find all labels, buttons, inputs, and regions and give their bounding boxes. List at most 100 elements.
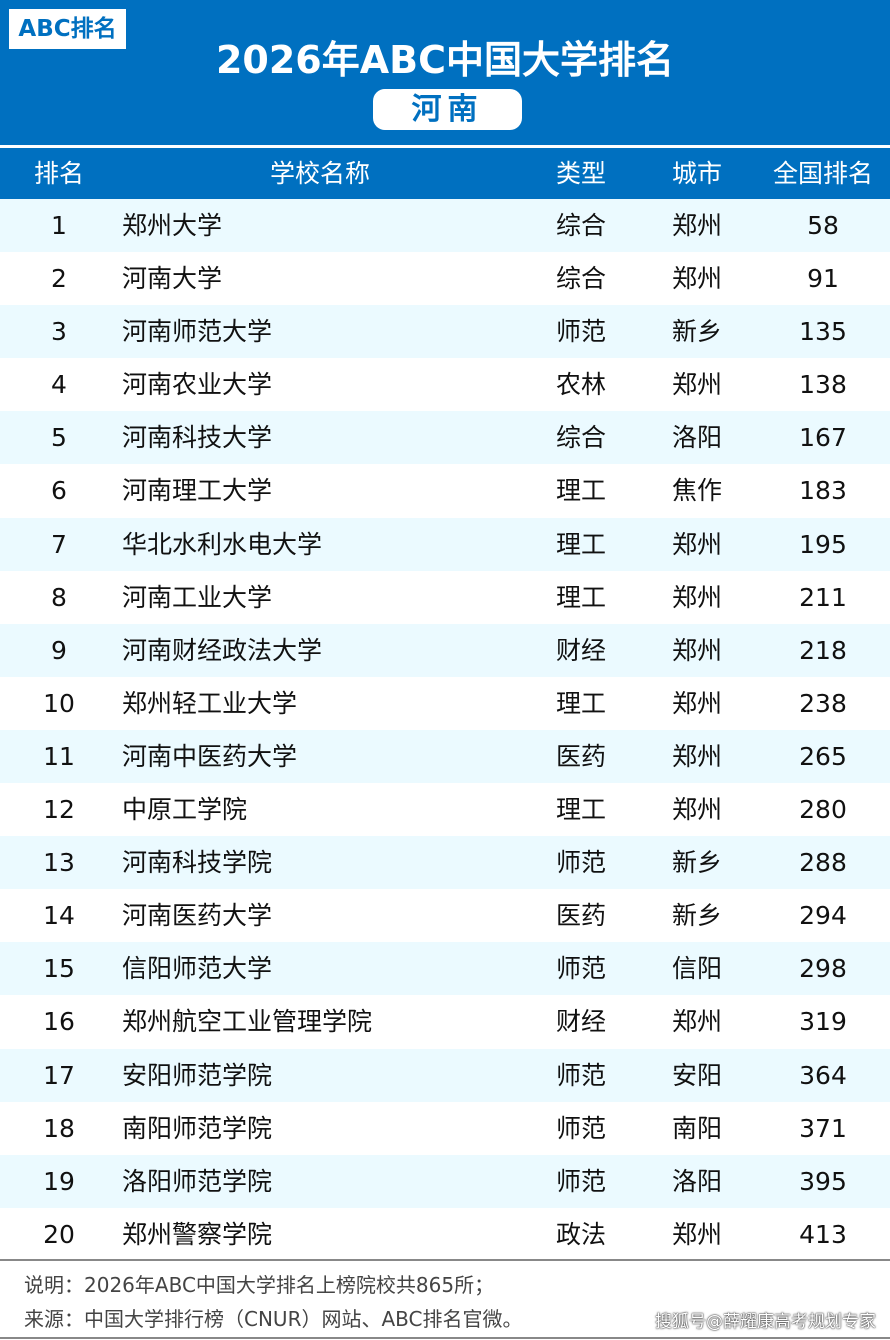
table-row: 8 河南工业大学 理工 郑州 211: [0, 571, 890, 624]
cell-rank: 20: [43, 1219, 75, 1249]
cell-school-name: 洛阳师范学院: [122, 1166, 273, 1196]
cell-type: 财经: [555, 1007, 606, 1037]
cell-type: 师范: [555, 1113, 606, 1143]
cell-city: 信阳: [671, 954, 722, 984]
watermark: 搜狐号@薛耀康高考规划专家: [655, 1312, 876, 1332]
cell-national-rank: 280: [799, 795, 847, 825]
cell-type: 师范: [555, 317, 606, 347]
cell-type: 财经: [555, 635, 606, 665]
table-row: 19 洛阳师范学院 师范 洛阳 395: [0, 1154, 890, 1208]
cell-national-rank: 294: [799, 901, 847, 931]
cell-school-name: 郑州航空工业管理学院: [122, 1007, 373, 1037]
cell-rank: 2: [51, 264, 67, 294]
cell-school-name: 河南中医药大学: [122, 741, 298, 771]
cell-rank: 11: [43, 741, 75, 771]
table-row: 5 河南科技大学 综合 洛阳 167: [0, 411, 890, 465]
cell-national-rank: 135: [799, 317, 847, 347]
cell-type: 医药: [555, 741, 606, 771]
column-header-rank: 排名: [33, 159, 84, 188]
cell-rank: 9: [51, 635, 67, 665]
table-row: 1 郑州大学 综合 郑州 58: [0, 199, 890, 253]
cell-rank: 6: [51, 476, 67, 506]
page-title: 2026年ABC中国大学排名: [215, 38, 675, 82]
cell-national-rank: 167: [799, 423, 847, 453]
cell-school-name: 安阳师范学院: [122, 1060, 273, 1090]
cell-type: 理工: [555, 582, 606, 612]
cell-national-rank: 319: [799, 1007, 847, 1037]
cell-city: 郑州: [671, 529, 722, 559]
cell-type: 理工: [555, 688, 606, 718]
cell-school-name: 中原工学院: [122, 795, 248, 825]
cell-school-name: 华北水利水电大学: [122, 529, 323, 559]
table-row: 4 河南农业大学 农林 郑州 138: [0, 358, 890, 411]
cell-national-rank: 138: [799, 370, 847, 400]
footer-source: 来源：中国大学排行榜（CNUR）网站、ABC排名官微。: [24, 1307, 523, 1331]
cell-school-name: 河南师范大学: [122, 317, 273, 347]
footer-note: 说明：2026年ABC中国大学排名上榜院校共865所；: [24, 1273, 495, 1297]
cell-type: 综合: [555, 264, 606, 294]
cell-school-name: 河南工业大学: [122, 582, 273, 612]
cell-type: 师范: [555, 1060, 606, 1090]
cell-city: 郑州: [671, 795, 722, 825]
cell-rank: 7: [51, 529, 67, 559]
cell-school-name: 郑州警察学院: [122, 1219, 273, 1249]
cell-city: 南阳: [671, 1113, 722, 1143]
cell-rank: 16: [43, 1007, 75, 1037]
cell-city: 洛阳: [671, 1166, 722, 1196]
cell-city: 新乡: [671, 848, 722, 878]
table-row: 17 安阳师范学院 师范 安阳 364: [0, 1048, 890, 1102]
table-row: 12 中原工学院 理工 郑州 280: [0, 783, 890, 836]
abc-logo: ABC排名: [9, 9, 126, 49]
cell-school-name: 南阳师范学院: [122, 1113, 273, 1143]
cell-national-rank: 413: [799, 1219, 847, 1249]
cell-national-rank: 238: [799, 688, 847, 718]
cell-rank: 15: [43, 954, 75, 984]
cell-national-rank: 298: [799, 954, 847, 984]
cell-rank: 17: [43, 1060, 75, 1090]
cell-national-rank: 195: [799, 529, 847, 559]
cell-school-name: 信阳师范大学: [122, 954, 273, 984]
cell-city: 郑州: [671, 741, 722, 771]
table-body: 1 郑州大学 综合 郑州 58 2 河南大学 综合 郑州 91 3 河南师范大学 师范 新乡 135 4 河南农…: [0, 199, 890, 1261]
cell-school-name: 河南大学: [122, 264, 223, 294]
column-header-national-rank: 全国排名: [772, 159, 873, 188]
cell-city: 郑州: [671, 582, 722, 612]
cell-rank: 12: [43, 795, 75, 825]
cell-school-name: 河南理工大学: [122, 476, 273, 506]
cell-city: 焦作: [671, 476, 722, 506]
cell-national-rank: 371: [799, 1113, 847, 1143]
cell-city: 新乡: [671, 901, 722, 931]
cell-type: 理工: [555, 795, 606, 825]
cell-type: 师范: [555, 954, 606, 984]
cell-rank: 19: [43, 1166, 75, 1196]
table-row: 11 河南中医药大学 医药 郑州 265: [0, 729, 890, 784]
cell-city: 洛阳: [671, 423, 722, 453]
cell-school-name: 河南科技学院: [122, 848, 273, 878]
table-header: 排名 学校名称 类型 城市 全国排名: [0, 148, 890, 199]
table-row: 14 河南医药大学 医药 新乡 294: [0, 889, 890, 942]
cell-national-rank: 211: [799, 582, 847, 612]
cell-rank: 3: [51, 317, 67, 347]
cell-rank: 1: [51, 211, 67, 240]
column-header-name: 学校名称: [269, 159, 370, 188]
cell-rank: 13: [43, 848, 75, 878]
footer: 说明：2026年ABC中国大学排名上榜院校共865所； 来源：中国大学排行榜（C…: [0, 1259, 890, 1339]
cell-city: 安阳: [671, 1060, 722, 1090]
cell-rank: 10: [43, 688, 75, 718]
table-row: 20 郑州警察学院 政法 郑州 413: [0, 1208, 890, 1261]
cell-national-rank: 265: [799, 741, 847, 771]
table-row: 18 南阳师范学院 师范 南阳 371: [0, 1102, 890, 1155]
header-banner: ABC排名 2026年ABC中国大学排名 河南: [0, 0, 890, 145]
cell-rank: 14: [43, 901, 75, 931]
cell-type: 理工: [555, 529, 606, 559]
cell-rank: 8: [51, 582, 67, 612]
cell-city: 郑州: [671, 688, 722, 718]
cell-school-name: 郑州大学: [122, 211, 223, 240]
table-row: 6 河南理工大学 理工 焦作 183: [0, 464, 890, 517]
cell-school-name: 郑州轻工业大学: [122, 688, 298, 718]
cell-school-name: 河南农业大学: [122, 370, 273, 400]
table-row: 7 华北水利水电大学 理工 郑州 195: [0, 517, 890, 571]
cell-national-rank: 218: [799, 635, 847, 665]
table-row: 9 河南财经政法大学 财经 郑州 218: [0, 623, 890, 677]
cell-rank: 18: [43, 1113, 75, 1143]
